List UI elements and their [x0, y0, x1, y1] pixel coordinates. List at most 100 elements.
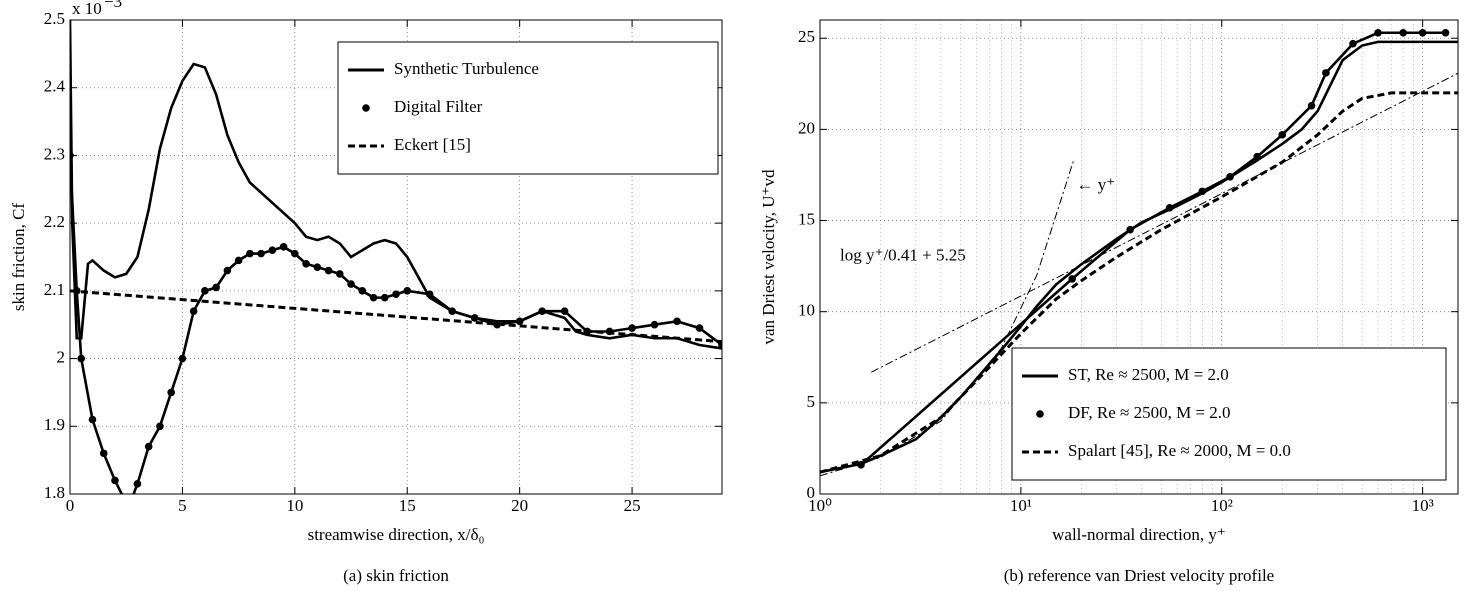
y-tick-label: 5 [807, 392, 816, 411]
series-line [70, 155, 722, 494]
reference-line [871, 72, 1458, 373]
marker [1068, 275, 1076, 283]
marker [324, 266, 333, 275]
marker [70, 151, 74, 160]
series-line [820, 91, 1458, 474]
y-tick-label: 1.9 [44, 415, 65, 434]
legend-box [1011, 347, 1447, 481]
legend-label: DF, Re ≈ 2500, M = 2.0 [1068, 403, 1231, 422]
marker [99, 449, 108, 458]
marker [1441, 28, 1450, 37]
marker [1278, 131, 1287, 139]
series-line [70, 20, 722, 350]
marker [1399, 28, 1407, 37]
x-tick-label: 10⁰ [808, 496, 832, 515]
marker [167, 388, 175, 397]
y-tick-label: 2.3 [44, 144, 65, 163]
marker [1226, 172, 1234, 181]
annotation: ← y⁺ [1077, 175, 1116, 194]
axes-frame [69, 19, 723, 495]
marker [1418, 28, 1427, 37]
legend-marker [362, 104, 370, 112]
marker [111, 476, 119, 485]
marker [857, 461, 865, 469]
multiplier: x 10 [72, 0, 102, 18]
y-tick-label: 2.1 [44, 280, 65, 299]
caption: (b) reference van Driest velocity profil… [1004, 566, 1274, 585]
y-tick-label: 15 [798, 209, 815, 228]
marker [335, 270, 344, 278]
marker [1126, 225, 1134, 234]
marker [347, 280, 355, 288]
plot-area [70, 20, 722, 512]
y-axis-label: skin friction, Cf [9, 203, 28, 311]
marker [144, 442, 153, 451]
marker [257, 249, 265, 258]
x-tick-label: 10² [1211, 496, 1233, 515]
caption: (a) skin friction [343, 566, 449, 585]
marker [470, 314, 479, 322]
multiplier-exponent: −3 [104, 0, 122, 11]
annotation: log y⁺/0.41 + 5.25 [840, 246, 966, 265]
marker [673, 317, 681, 326]
x-tick-label: 10¹ [1010, 496, 1032, 515]
legend-label: Digital Filter [394, 97, 483, 116]
x-tick-label: 5 [178, 496, 187, 515]
marker [1253, 152, 1261, 161]
legend-box [337, 41, 719, 175]
y-tick-label: 0 [807, 483, 816, 502]
x-tick-label: 0 [66, 496, 75, 515]
plot-area [820, 28, 1458, 477]
series-line [70, 289, 722, 344]
marker [1307, 101, 1316, 110]
legend-label: ST, Re ≈ 2500, M = 2.0 [1068, 365, 1229, 384]
y-axis-label: van Driest velocity, U⁺vd [759, 169, 778, 344]
marker [246, 249, 254, 258]
y-tick-label: 2 [57, 347, 66, 366]
marker [695, 324, 704, 332]
marker [369, 293, 378, 302]
legend-label: Eckert [15] [394, 135, 471, 154]
marker [425, 290, 434, 299]
x-axis-label: wall-normal direction, y⁺ [1052, 525, 1226, 544]
axes-frame [819, 19, 1459, 495]
marker [380, 293, 389, 302]
x-tick-label: 10 [286, 496, 303, 515]
marker [1198, 187, 1207, 196]
marker [1322, 69, 1330, 77]
marker [1374, 28, 1382, 37]
marker [718, 341, 722, 349]
marker [234, 256, 243, 265]
marker [403, 287, 412, 295]
x-axis-label: streamwise direction, x/δ₀ [308, 525, 485, 544]
marker [212, 283, 220, 292]
x-tick-label: 20 [511, 496, 528, 515]
marker [1349, 39, 1357, 48]
legend-label: Synthetic Turbulence [394, 59, 539, 78]
marker [1165, 203, 1174, 212]
marker [448, 307, 457, 315]
legend-marker [1036, 410, 1044, 418]
marker [125, 504, 133, 512]
y-tick-label: 10 [798, 301, 815, 320]
marker [156, 422, 164, 431]
marker [538, 307, 546, 315]
marker [392, 290, 400, 299]
marker [201, 287, 209, 295]
marker [628, 324, 636, 332]
y-tick-label: 2.4 [44, 77, 66, 96]
marker [358, 287, 367, 295]
marker [178, 354, 187, 363]
marker [313, 263, 322, 271]
marker [77, 354, 86, 363]
y-tick-label: 1.8 [44, 483, 65, 502]
marker [189, 307, 198, 315]
legend-label: Spalart [45], Re ≈ 2000, M = 0.0 [1068, 441, 1291, 460]
marker [133, 480, 142, 488]
x-tick-label: 10³ [1412, 496, 1434, 515]
marker [279, 243, 288, 251]
marker [291, 249, 299, 258]
marker [515, 317, 524, 326]
y-tick-label: 2.5 [44, 9, 65, 28]
